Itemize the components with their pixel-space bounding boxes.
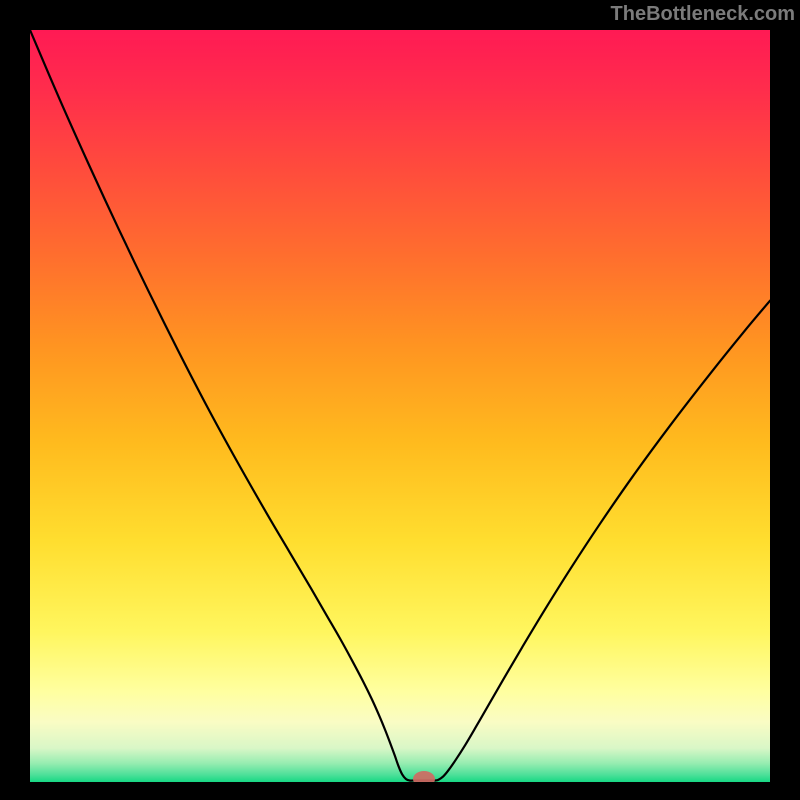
watermark-text: TheBottleneck.com (611, 3, 795, 26)
bottleneck-curve (30, 30, 770, 781)
chart-root: TheBottleneck.com (0, 0, 800, 800)
plot-area (30, 30, 770, 782)
optimum-marker (413, 771, 435, 782)
curve-layer (30, 30, 770, 782)
